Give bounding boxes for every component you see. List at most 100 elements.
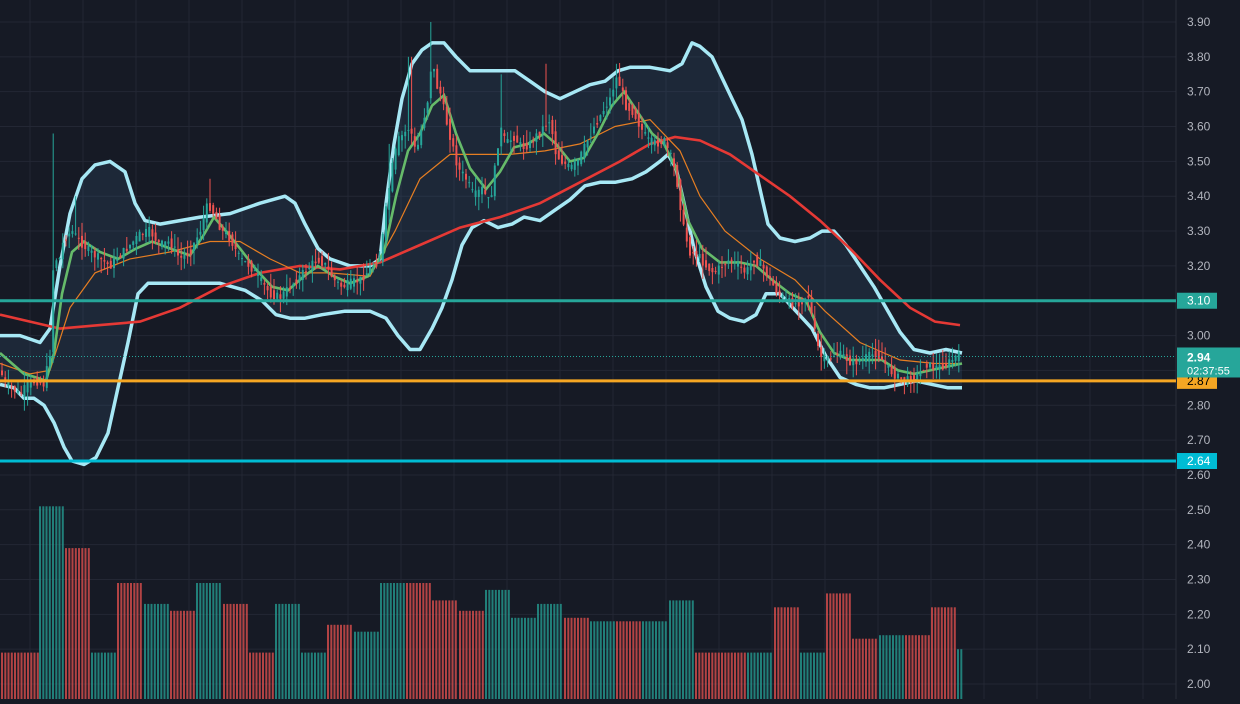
volume-bar	[796, 607, 799, 699]
candle-body	[333, 276, 336, 281]
volume-bar	[953, 607, 956, 699]
volume-bar	[819, 652, 822, 699]
volume-bar	[48, 506, 51, 699]
candle-body	[74, 233, 77, 235]
volume-bar	[472, 610, 474, 699]
candle-body	[433, 68, 435, 72]
candle-body	[23, 385, 26, 398]
y-axis-tick-label: 3.70	[1187, 85, 1211, 99]
volume-bar	[944, 607, 946, 699]
candle-body	[68, 233, 71, 237]
volume-histogram	[1, 506, 963, 699]
candle-body	[564, 161, 567, 164]
volume-bar	[81, 548, 84, 699]
horizontal-levels[interactable]	[0, 299, 1176, 463]
candle-body	[33, 381, 35, 384]
candle-body	[365, 273, 368, 276]
volume-bar	[147, 603, 150, 699]
candle-body	[52, 270, 55, 353]
candle-body	[381, 233, 384, 262]
candle-body	[90, 250, 93, 253]
candle-body	[93, 251, 96, 258]
volume-bar	[947, 607, 950, 699]
candle-body	[324, 263, 327, 265]
price-axis[interactable]: 3.903.803.703.603.503.403.303.203.002.90…	[1177, 15, 1240, 691]
volume-bar	[110, 652, 113, 699]
candle-body	[538, 131, 541, 136]
volume-bar	[281, 603, 284, 699]
volume-bar	[888, 635, 891, 699]
candle-body	[551, 120, 554, 135]
volume-bar	[301, 652, 303, 699]
candle-body	[71, 231, 74, 234]
volume-bar	[638, 621, 641, 699]
volume-bar	[734, 652, 736, 699]
volume-bar	[130, 583, 132, 699]
volume-bar	[577, 617, 579, 699]
volume-bar	[616, 621, 618, 699]
candle-body	[151, 229, 154, 237]
candle-body	[532, 141, 535, 143]
candle-body	[77, 237, 80, 239]
volume-bar	[879, 635, 881, 699]
volume-bar	[186, 610, 189, 699]
candle-body	[311, 260, 314, 270]
y-axis-tick-label: 2.20	[1187, 607, 1211, 621]
candle-body	[20, 392, 23, 394]
volume-bar	[438, 600, 441, 699]
volume-bar	[937, 607, 940, 699]
volume-bar	[845, 593, 848, 699]
volume-bar	[698, 652, 701, 699]
volume-bar	[740, 652, 743, 699]
candle-body	[4, 377, 7, 381]
candle-body	[477, 189, 480, 197]
volume-bar	[117, 583, 119, 699]
candle-body	[493, 165, 496, 197]
candle-body	[714, 270, 717, 273]
candle-body	[820, 347, 823, 358]
volume-bar	[271, 652, 274, 699]
candle-body	[829, 358, 832, 360]
volume-bar	[672, 600, 675, 699]
candle-body	[525, 142, 528, 150]
y-axis-tick-label: 3.80	[1187, 50, 1211, 64]
candle-body	[663, 138, 666, 145]
volume-bar	[389, 583, 392, 699]
candle-body	[890, 366, 893, 375]
volume-bar	[921, 635, 924, 699]
candle-body	[452, 138, 455, 147]
candle-body	[10, 386, 13, 388]
volume-bar	[763, 652, 766, 699]
candle-body	[461, 171, 464, 174]
candle-body	[349, 278, 352, 289]
candle-body	[807, 295, 810, 298]
volume-bar	[406, 583, 408, 699]
volume-bar	[176, 610, 179, 699]
candle-body	[621, 87, 624, 91]
volume-bar	[580, 617, 583, 699]
volume-bar	[911, 635, 914, 699]
volume-bar	[790, 607, 793, 699]
candle-body	[84, 241, 87, 250]
candle-body	[957, 352, 960, 362]
volume-bar	[711, 652, 714, 699]
volume-bar	[780, 607, 783, 699]
candle-body	[282, 291, 285, 299]
candle-body	[474, 190, 477, 198]
candle-body	[893, 367, 896, 379]
volume-bar	[892, 635, 894, 699]
volume-bar	[196, 583, 198, 699]
candle-body	[125, 248, 128, 252]
candle-body	[884, 360, 887, 364]
volume-bar	[333, 624, 336, 699]
volume-bar	[648, 621, 651, 699]
candle-body	[695, 251, 698, 258]
candle-body	[401, 135, 403, 141]
candle-body	[548, 122, 551, 124]
candle-body	[135, 236, 138, 244]
candle-body	[602, 111, 605, 115]
candle-body	[689, 237, 691, 256]
candle-body	[186, 253, 189, 257]
